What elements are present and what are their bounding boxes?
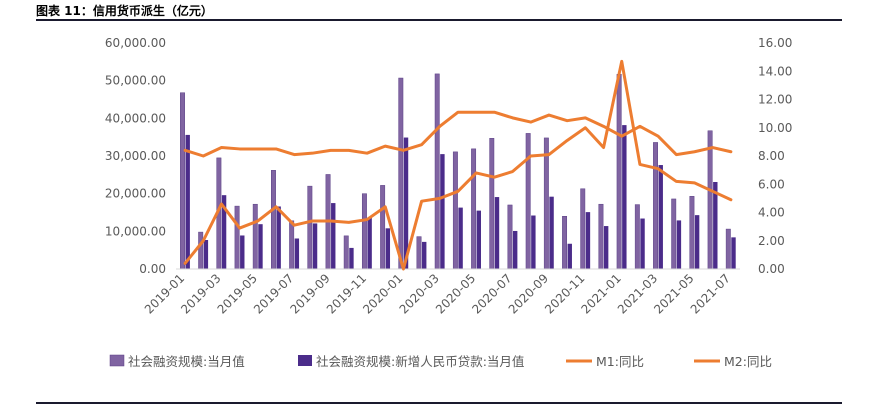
bar-s1-2019-05 <box>252 203 258 270</box>
bar-s2-2021-04 <box>676 220 682 269</box>
bar-s2-2020-05 <box>476 210 481 269</box>
legend-swatch-bar <box>109 354 125 367</box>
bar-s2-2020-04 <box>458 207 463 269</box>
right-tick-label: 8.00 <box>758 149 785 163</box>
legend-label: M2:同比 <box>724 354 772 369</box>
bar-s1-2020-11 <box>580 188 586 270</box>
bar-s2-2021-02 <box>640 218 645 269</box>
right-tick-label: 6.00 <box>758 177 785 191</box>
line-m1 <box>183 59 733 271</box>
bar-s1-2021-02 <box>634 204 640 270</box>
bar-s1-2020-02 <box>416 236 422 270</box>
bar-s2-2020-10 <box>567 243 572 269</box>
bar-s1-2020-09 <box>543 137 549 270</box>
bar-s2-2019-12 <box>385 228 391 269</box>
bar-s1-2019-12 <box>380 185 386 270</box>
bar-s2-2021-06 <box>713 181 718 269</box>
bar-s1-2019-02 <box>198 231 204 270</box>
bar-s2-2021-05 <box>694 215 700 269</box>
left-tick-label: 50,000.00 <box>105 74 166 88</box>
bar-s1-2019-10 <box>343 235 349 270</box>
left-tick-label: 0.00 <box>139 262 166 276</box>
bar-s1-2019-04 <box>234 205 240 270</box>
bar-s1-2020-08 <box>525 133 531 270</box>
bar-s2-2020-11 <box>585 212 591 269</box>
left-tick-label: 40,000.00 <box>105 111 166 125</box>
top-divider <box>36 19 842 21</box>
bar-s2-2019-05 <box>258 224 263 269</box>
bar-s1-2020-03 <box>434 73 440 270</box>
bar-s2-2019-06 <box>276 206 281 269</box>
legend-swatch-bar <box>298 355 312 366</box>
legend-label: 社会融资规模:当月值 <box>128 354 245 369</box>
bar-s1-2021-03 <box>653 142 658 270</box>
bar-s1-2021-01 <box>616 74 622 270</box>
lines-layer <box>183 59 733 271</box>
right-tick-label: 0.00 <box>758 262 785 276</box>
bar-s2-2019-02 <box>203 240 209 269</box>
bar-s2-2020-02 <box>422 241 427 269</box>
legend: 社会融资规模:当月值 社会融资规模:新增人民币贷款:当月值 M1:同比 M2:同比 <box>109 354 772 369</box>
bar-s1-2019-11 <box>361 193 367 270</box>
bar-s2-2019-10 <box>349 247 354 269</box>
bars-layer <box>180 73 736 270</box>
left-axis-ticks: 0.00 10,000.00 20,000.00 30,000.00 40,000.00… <box>105 36 166 276</box>
bar-s2-2020-03 <box>440 154 445 269</box>
bar-s1-2020-04 <box>452 151 458 270</box>
right-axis-ticks: 0.00 2.00 4.00 6.00 8.00 10.00 12.00 14.00 16.00 <box>758 36 792 276</box>
legend-label: 社会融资规模:新增人民币贷款:当月值 <box>316 354 524 369</box>
bar-s2-2019-03 <box>221 195 227 269</box>
bar-s2-2020-07 <box>512 230 518 269</box>
legend-label: M1:同比 <box>596 354 644 369</box>
bar-s1-2019-06 <box>271 170 276 270</box>
bar-s2-2021-03 <box>658 165 663 269</box>
bar-s1-2019-01 <box>180 92 185 270</box>
line-m2 <box>183 110 733 158</box>
bar-s2-2020-01 <box>403 137 409 269</box>
bar-s2-2019-04 <box>240 235 245 269</box>
bar-s2-2019-07 <box>294 238 300 269</box>
bar-s1-2020-06 <box>489 138 495 270</box>
bar-s1-2020-01 <box>398 77 404 270</box>
figure-title: 图表 11：信用货币派生（亿元） <box>36 4 213 18</box>
bar-s1-2021-07 <box>725 228 731 270</box>
bar-s1-2021-04 <box>671 198 677 270</box>
bar-s1-2019-08 <box>307 185 313 270</box>
left-tick-label: 30,000.00 <box>105 149 166 163</box>
bar-s2-2019-01 <box>185 134 190 269</box>
bar-s1-2020-05 <box>471 148 477 270</box>
bar-s1-2019-07 <box>289 220 295 270</box>
right-tick-label: 16.00 <box>758 36 792 50</box>
right-tick-label: 12.00 <box>758 93 792 107</box>
right-tick-label: 2.00 <box>758 234 785 248</box>
bar-s2-2020-06 <box>494 197 500 269</box>
right-tick-label: 14.00 <box>758 64 792 78</box>
bar-s1-2021-06 <box>707 130 713 270</box>
right-tick-label: 10.00 <box>758 121 792 135</box>
x-axis-ticks: 2019-012019-032019-052019-072019-092019-… <box>142 271 733 316</box>
left-tick-label: 20,000.00 <box>105 187 166 201</box>
bar-s1-2020-12 <box>598 203 604 270</box>
x-tick-label: 2021-07 <box>688 271 733 316</box>
bar-s1-2020-07 <box>507 204 513 270</box>
bar-s2-2020-09 <box>549 196 554 269</box>
bar-s2-2019-08 <box>312 223 318 269</box>
bar-s2-2020-08 <box>531 215 536 269</box>
left-tick-label: 10,000.00 <box>105 224 166 238</box>
bar-s2-2021-01 <box>622 125 627 269</box>
bar-s1-2020-10 <box>562 216 568 270</box>
bar-s2-2020-12 <box>603 226 609 269</box>
bottom-divider <box>36 402 842 404</box>
bar-s2-2021-07 <box>731 237 736 269</box>
left-tick-label: 60,000.00 <box>105 36 166 50</box>
bar-s2-2019-09 <box>331 203 336 269</box>
bar-s1-2021-05 <box>689 196 695 270</box>
right-tick-label: 4.00 <box>758 206 785 220</box>
bar-s2-2019-11 <box>367 217 372 269</box>
